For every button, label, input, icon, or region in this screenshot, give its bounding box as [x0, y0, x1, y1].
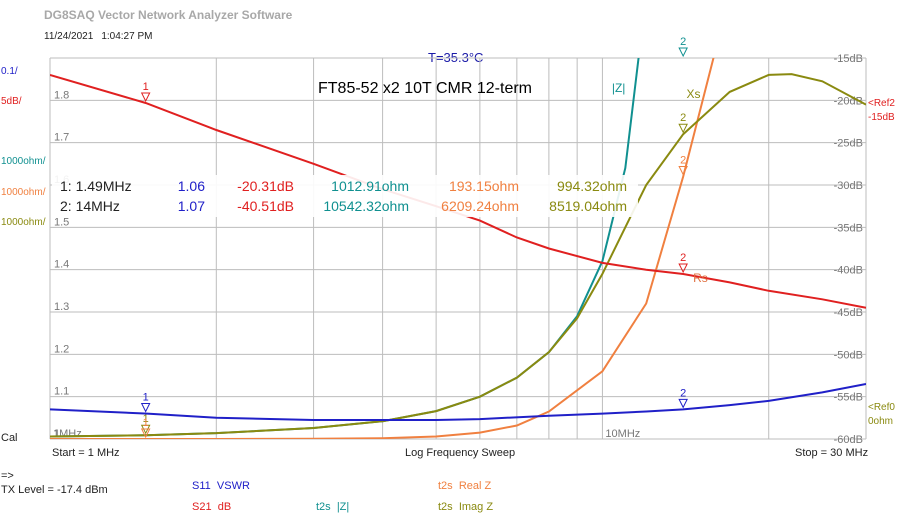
left-tick-label: 1.7: [54, 132, 69, 144]
marker-1-label: 1: [143, 413, 149, 425]
chart-title: FT85-52 x2 10T CMR 12-term: [318, 80, 532, 97]
marker-2-label: 2: [680, 155, 686, 167]
legend-format: Real Z: [458, 480, 492, 492]
legend-s11-vswr[interactable]: S11 VSWR: [192, 480, 250, 492]
right-tick-label: -40dB: [834, 265, 863, 277]
marker-2-triangle: [678, 166, 688, 176]
readout-z: 1012.91ohm: [331, 178, 409, 194]
legend-param: S11: [192, 480, 211, 492]
legend-format: dB: [217, 501, 232, 513]
right-tick-label: -35dB: [834, 222, 863, 234]
marker-2-label: 2: [680, 112, 686, 124]
readout-vswr: 1.06: [178, 178, 205, 194]
start-frequency: Start = 1 MHz: [52, 447, 120, 459]
legend-t2s-z[interactable]: t2s |Z|: [316, 501, 349, 513]
legend-t2s-imag[interactable]: t2s Imag Z: [438, 501, 493, 513]
readout-imag: 8519.04ohm: [549, 198, 627, 214]
legend-format: Imag Z: [458, 501, 494, 513]
readout-s21: -40.51dB: [237, 198, 294, 214]
right-tick-label: -15dB: [834, 53, 863, 65]
left-tick-label: 1.8: [54, 89, 69, 101]
z-scale-label: 1000ohm/: [1, 156, 46, 167]
trace-label-s21: Rs: [693, 271, 708, 285]
legend-param: t2s: [438, 501, 453, 513]
marker-1-triangle: [140, 428, 151, 439]
trace-z: [50, 58, 640, 438]
readout-real: 193.15ohm: [449, 178, 519, 194]
legend-param: S21: [192, 501, 212, 513]
right-tick-label: -60dB: [834, 434, 863, 446]
readout-s21: -20.31dB: [237, 178, 294, 194]
left-tick-label: 1.1: [54, 386, 69, 398]
real-scale-label: 1000ohm/: [1, 187, 46, 198]
readout-label: 1: 1.49MHz: [60, 178, 132, 194]
marker-2-triangle: [678, 398, 688, 409]
right-tick-label: -55dB: [834, 392, 863, 404]
readout-label: 2: 14MHz: [60, 198, 120, 214]
right-tick-label: -25dB: [834, 138, 863, 150]
marker-readout-bg: [52, 175, 638, 217]
readout-vswr: 1.07: [178, 198, 205, 214]
marker-1-triangle: [140, 92, 151, 103]
trace-vswr: [50, 383, 866, 421]
marker-2-triangle: [678, 263, 688, 274]
marker-2-triangle: [678, 47, 688, 58]
legend-s21-db[interactable]: S21 dB: [192, 501, 231, 513]
x-tick-label: 10MHz: [605, 428, 640, 440]
cal-label: Cal: [1, 432, 18, 444]
date-time: 11/24/2021 1:04:27 PM: [44, 31, 152, 42]
marker-1-label: 1: [143, 81, 149, 93]
marker-2-label: 2: [680, 387, 686, 399]
imag-scale-label: 1000ohm/: [1, 217, 46, 228]
trace-s21: [50, 73, 866, 309]
app-title: DG8SAQ Vector Network Analyzer Software: [44, 8, 293, 22]
trace-label-z: |Z|: [612, 81, 626, 95]
ref0-value: 0ohm: [868, 416, 893, 427]
marker-1-triangle: [140, 403, 151, 413]
left-tick-label: 1.5: [54, 216, 69, 228]
marker-2-label: 2: [680, 36, 686, 48]
trace-label-imag: Xs: [687, 87, 701, 101]
left-tick-label: 1.3: [54, 301, 69, 313]
left-tick-label: 1: [54, 428, 60, 440]
marker-2-label: 2: [680, 252, 686, 264]
readout-imag: 994.32ohm: [557, 178, 627, 194]
readout-real: 6209.24ohm: [441, 198, 519, 214]
marker-2-triangle: [678, 123, 688, 134]
ref0-label: <Ref0: [868, 402, 895, 413]
sweep-mode: Log Frequency Sweep: [405, 447, 516, 459]
left-tick-label: 1.2: [54, 343, 69, 355]
right-tick-label: -45dB: [834, 307, 863, 319]
trace-imag: [50, 73, 866, 438]
vswr-scale-label: 0.1/: [1, 66, 18, 77]
ref2-label: <Ref2: [868, 98, 895, 109]
marker-1-label: 1: [143, 392, 149, 404]
marker-1-label: 1: [143, 417, 149, 429]
legend-format: VSWR: [216, 480, 250, 492]
trace-real: [50, 58, 715, 439]
arrow-indicator: =>: [1, 470, 14, 482]
right-tick-label: -50dB: [834, 349, 863, 361]
readout-z: 10542.32ohm: [323, 198, 409, 214]
ref2-value: -15dB: [868, 112, 895, 123]
legend-param: t2s: [316, 501, 331, 513]
s21-scale-label: 5dB/: [1, 96, 22, 107]
legend-format: |Z|: [336, 501, 350, 513]
time: 1:04:27 PM: [101, 31, 153, 42]
tx-level[interactable]: TX Level = -17.4 dBm: [1, 484, 108, 496]
legend-t2s-real[interactable]: t2s Real Z: [438, 480, 491, 492]
date: 11/24/2021: [44, 31, 94, 42]
legend-param: t2s: [438, 480, 453, 492]
left-tick-label: 1.4: [54, 259, 69, 271]
right-tick-label: -30dB: [834, 180, 863, 192]
stop-frequency: Stop = 30 MHz: [795, 447, 869, 459]
